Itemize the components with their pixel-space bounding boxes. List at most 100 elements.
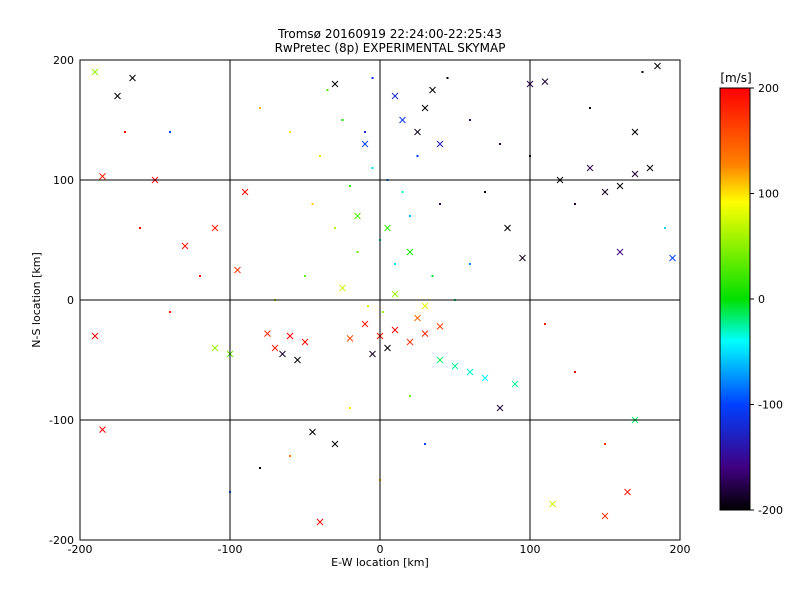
point-x-28: [331, 80, 339, 88]
point-dot-73: [349, 185, 351, 187]
grid-lines: [80, 60, 680, 540]
point-x-47: [309, 428, 316, 436]
point-x-18: [451, 362, 459, 370]
point-dot-101: [289, 455, 291, 457]
point-x-8: [369, 350, 376, 358]
colorbar-ticks: 200 100 0 -100 -200: [750, 82, 783, 517]
point-x-7: [384, 344, 391, 352]
colorbar-tick-label: -100: [758, 399, 783, 412]
point-x-69: [669, 254, 676, 262]
y-tick-label: -200: [49, 534, 74, 547]
point-dot-86: [499, 143, 501, 145]
point-x-58: [391, 290, 399, 298]
point-x-38: [631, 128, 639, 136]
point-dot-110: [664, 227, 666, 229]
y-tick-label: 100: [53, 174, 74, 187]
point-x-21: [481, 374, 489, 382]
point-x-66: [504, 224, 511, 232]
point-dot-108: [169, 131, 171, 133]
point-dot-114: [371, 77, 374, 79]
point-x-25: [391, 92, 399, 100]
point-dot-81: [431, 275, 434, 277]
point-x-42: [129, 74, 136, 82]
point-dot-91: [169, 311, 171, 313]
point-x-67: [519, 254, 526, 262]
chart-title: Tromsø 20160919 22:24:00-22:25:43: [277, 27, 502, 41]
point-dot-119: [367, 305, 369, 307]
point-x-45: [91, 332, 99, 340]
point-x-22: [399, 116, 406, 124]
point-dot-100: [259, 467, 261, 469]
point-dot-112: [326, 89, 329, 91]
point-dot-98: [574, 371, 576, 373]
point-x-55: [354, 212, 361, 220]
point-x-27: [436, 140, 444, 148]
point-x-2: [406, 338, 414, 346]
point-x-63: [234, 266, 241, 274]
y-tick-label: 0: [67, 294, 74, 307]
point-x-65: [496, 404, 504, 412]
point-dot-79: [409, 215, 411, 217]
point-x-50: [549, 500, 556, 508]
x-tick-label: -200: [68, 543, 93, 556]
x-tick-label: 0: [377, 543, 384, 556]
point-x-57: [339, 284, 346, 292]
x-tick-label: 200: [670, 543, 691, 556]
point-dot-111: [589, 107, 591, 109]
point-dot-74: [416, 155, 419, 157]
x-ticks: -200 -100 0 100 200: [68, 543, 691, 556]
point-x-68: [616, 248, 624, 256]
point-dot-71: [371, 167, 374, 169]
point-x-51: [624, 488, 631, 496]
point-x-64: [511, 380, 519, 388]
point-x-40: [91, 68, 99, 76]
colorbar: [719, 87, 751, 511]
point-dot-118: [382, 311, 384, 313]
colorbar-label: [m/s]: [720, 71, 751, 85]
point-x-4: [421, 330, 429, 337]
y-axis-label: N-S location [km]: [30, 252, 43, 348]
point-x-6: [436, 323, 444, 330]
x-axis-label: E-W location [km]: [331, 556, 429, 569]
point-x-43: [99, 173, 106, 180]
point-dot-80: [334, 227, 336, 229]
point-x-56: [406, 248, 414, 256]
point-dot-78: [356, 251, 359, 253]
point-x-59: [421, 302, 429, 310]
point-x-20: [436, 356, 444, 364]
point-dot-84: [259, 107, 261, 109]
colorbar-tick-label: 200: [758, 82, 779, 95]
point-x-61: [211, 224, 219, 232]
data-points: [91, 62, 676, 526]
point-x-10: [286, 332, 294, 340]
point-dot-83: [289, 131, 291, 133]
point-x-14: [301, 338, 309, 346]
point-dot-72: [401, 191, 404, 193]
point-x-35: [646, 164, 654, 172]
point-dot-96: [469, 263, 471, 265]
point-dot-89: [484, 191, 486, 193]
point-x-46: [99, 426, 106, 433]
x-tick-label: -100: [218, 543, 243, 556]
point-dot-77: [394, 263, 396, 265]
point-x-23: [414, 128, 421, 136]
point-dot-94: [304, 275, 306, 277]
point-x-39: [654, 62, 661, 70]
colorbar-tick-label: 0: [758, 293, 765, 306]
point-x-62: [181, 242, 189, 250]
point-x-32: [616, 182, 624, 190]
point-x-1: [391, 326, 399, 334]
point-x-15: [279, 350, 286, 358]
point-x-34: [601, 188, 609, 196]
point-x-9: [414, 314, 421, 322]
point-dot-90: [199, 275, 201, 277]
y-tick-label: 200: [53, 54, 74, 67]
point-x-29: [429, 86, 436, 94]
point-dot-85: [469, 119, 471, 121]
point-x-31: [586, 164, 594, 172]
y-ticks: -200 -100 0 100 200: [49, 54, 74, 547]
point-dot-88: [574, 203, 576, 205]
point-dot-115: [341, 119, 344, 121]
point-dot-97: [544, 323, 546, 325]
point-dot-99: [604, 443, 606, 445]
